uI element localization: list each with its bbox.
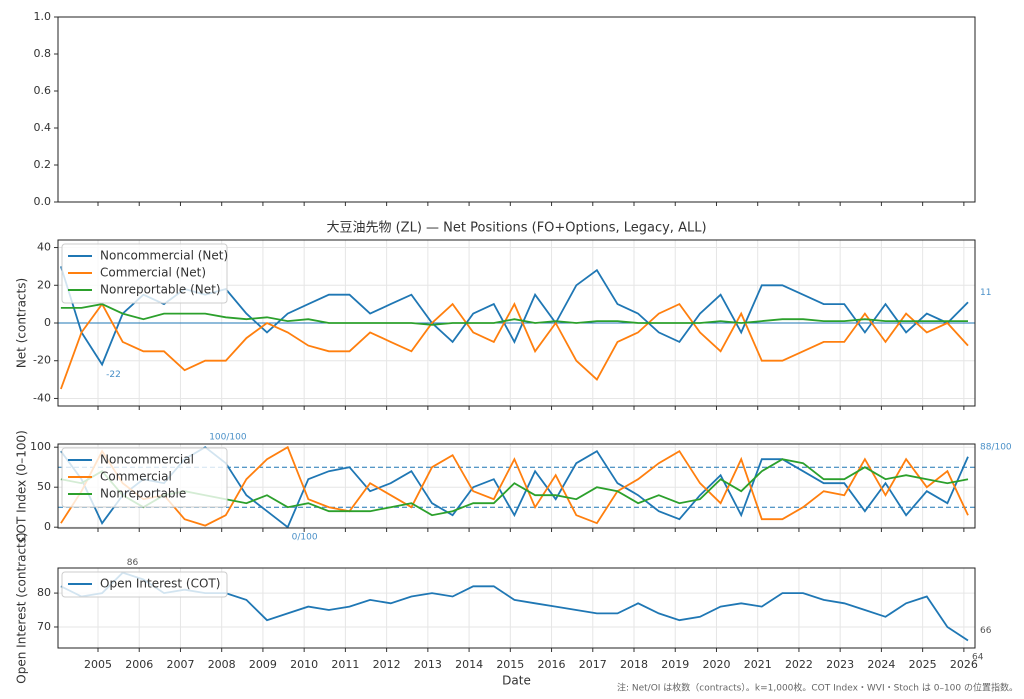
x-tick-label: 2020 bbox=[702, 658, 730, 671]
x-tick-label: 2018 bbox=[620, 658, 648, 671]
series-line bbox=[60, 445, 969, 527]
legend-label: Noncommercial bbox=[100, 453, 194, 467]
annotation: 86 bbox=[127, 558, 139, 568]
annotation: 11 bbox=[980, 288, 991, 298]
plot-frame bbox=[57, 239, 976, 407]
x-tick-label: 2012 bbox=[373, 658, 401, 671]
y-tick-label: 1.0 bbox=[34, 10, 52, 23]
legend-box bbox=[61, 447, 228, 508]
annotation: 64 bbox=[972, 653, 984, 663]
y-tick-label: 100 bbox=[30, 440, 51, 453]
y-tick-label: 0 bbox=[44, 520, 51, 533]
legend-box bbox=[61, 571, 228, 598]
legend-label: Commercial (Net) bbox=[100, 266, 206, 280]
y-axis-label: Net (contracts) bbox=[15, 278, 29, 368]
x-tick-label: 2005 bbox=[84, 658, 112, 671]
x-tick-label: 2019 bbox=[661, 658, 689, 671]
x-tick-label: 2011 bbox=[331, 658, 359, 671]
annotation: 88/100 bbox=[980, 442, 1012, 452]
x-tick-label: 2008 bbox=[208, 658, 236, 671]
series-line bbox=[60, 302, 969, 390]
y-axis-label: Open Interest (contracts) bbox=[15, 532, 29, 683]
y-tick-label: -40 bbox=[33, 391, 51, 404]
x-axis-label: Date bbox=[502, 674, 531, 688]
y-tick-label: 40 bbox=[37, 241, 51, 254]
x-tick-label: 2026 bbox=[950, 658, 978, 671]
y-tick-label: 80 bbox=[37, 586, 51, 599]
x-tick-label: 2016 bbox=[538, 658, 566, 671]
x-tick-label: 2023 bbox=[826, 658, 854, 671]
x-tick-label: 2013 bbox=[414, 658, 442, 671]
y-tick-label: 0.8 bbox=[34, 47, 52, 60]
y-tick-label: -20 bbox=[33, 354, 51, 367]
x-tick-label: 2015 bbox=[496, 658, 524, 671]
y-tick-label: 70 bbox=[37, 620, 51, 633]
x-tick-label: 2021 bbox=[744, 658, 772, 671]
plot-frame bbox=[57, 16, 976, 203]
legend-box bbox=[61, 243, 228, 304]
chart-title: 大豆油先物 (ZL) — Net Positions (FO+Options, … bbox=[326, 221, 706, 236]
x-tick-label: 2010 bbox=[290, 658, 318, 671]
y-axis-label: COT Index (0–100) bbox=[15, 430, 29, 542]
plot-frame bbox=[57, 443, 976, 529]
annotation: 100/100 bbox=[209, 433, 247, 443]
x-tick-label: 2007 bbox=[166, 658, 194, 671]
legend-label: Noncommercial (Net) bbox=[100, 249, 228, 263]
y-tick-label: 20 bbox=[37, 278, 51, 291]
y-tick-label: 0.6 bbox=[34, 84, 52, 97]
footnote: 注: Net/OI は枚数（contracts）。k=1,000枚。COT In… bbox=[617, 682, 1018, 694]
legend-label: Commercial bbox=[100, 470, 172, 484]
x-tick-label: 2014 bbox=[455, 658, 483, 671]
x-tick-label: 2024 bbox=[867, 658, 895, 671]
legend-label: Open Interest (COT) bbox=[100, 577, 220, 591]
x-tick-label: 2017 bbox=[579, 658, 607, 671]
legend-label: Nonreportable (Net) bbox=[100, 283, 221, 297]
x-tick-label: 2025 bbox=[909, 658, 937, 671]
series-line bbox=[60, 303, 968, 326]
y-tick-label: 0.0 bbox=[34, 195, 52, 208]
y-tick-label: 0.4 bbox=[34, 121, 52, 134]
y-tick-label: 50 bbox=[37, 480, 51, 493]
y-tick-label: 0 bbox=[44, 316, 51, 329]
x-tick-label: 2006 bbox=[125, 658, 153, 671]
annotation: 0/100 bbox=[292, 533, 318, 543]
x-tick-label: 2009 bbox=[249, 658, 277, 671]
annotation: 66 bbox=[980, 626, 992, 636]
plot-frame bbox=[57, 567, 976, 649]
annotation: -22 bbox=[106, 370, 121, 380]
y-tick-label: 0.2 bbox=[34, 158, 52, 171]
x-tick-label: 2022 bbox=[785, 658, 813, 671]
legend-label: Nonreportable bbox=[100, 487, 186, 501]
